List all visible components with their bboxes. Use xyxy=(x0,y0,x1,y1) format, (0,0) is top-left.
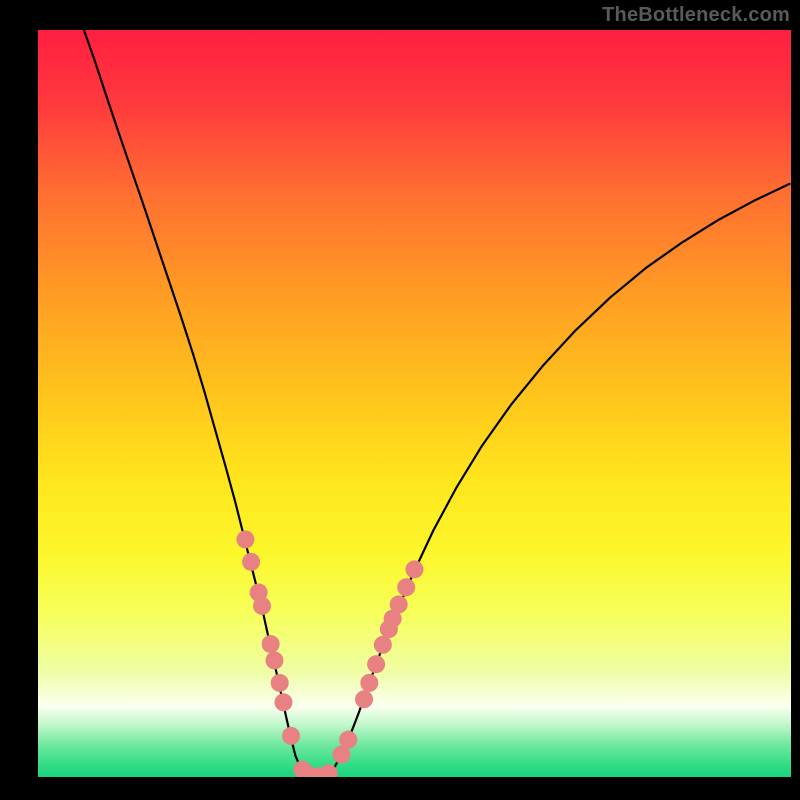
data-marker xyxy=(236,530,254,548)
data-marker xyxy=(390,595,408,613)
data-marker xyxy=(253,597,271,615)
data-marker xyxy=(271,674,289,692)
data-marker xyxy=(355,690,373,708)
watermark-label: TheBottleneck.com xyxy=(602,4,790,27)
data-marker xyxy=(360,674,378,692)
bottleneck-chart xyxy=(0,0,800,800)
data-marker xyxy=(339,731,357,749)
data-marker xyxy=(282,727,300,745)
data-marker xyxy=(367,655,385,673)
chart-background xyxy=(38,30,791,777)
data-marker xyxy=(397,578,415,596)
data-marker xyxy=(406,560,424,578)
data-marker xyxy=(374,636,392,654)
data-marker xyxy=(320,764,338,782)
data-marker xyxy=(274,693,292,711)
data-marker xyxy=(262,635,280,653)
chart-frame: TheBottleneck.com xyxy=(0,0,800,800)
data-marker xyxy=(242,553,260,571)
data-marker xyxy=(265,651,283,669)
